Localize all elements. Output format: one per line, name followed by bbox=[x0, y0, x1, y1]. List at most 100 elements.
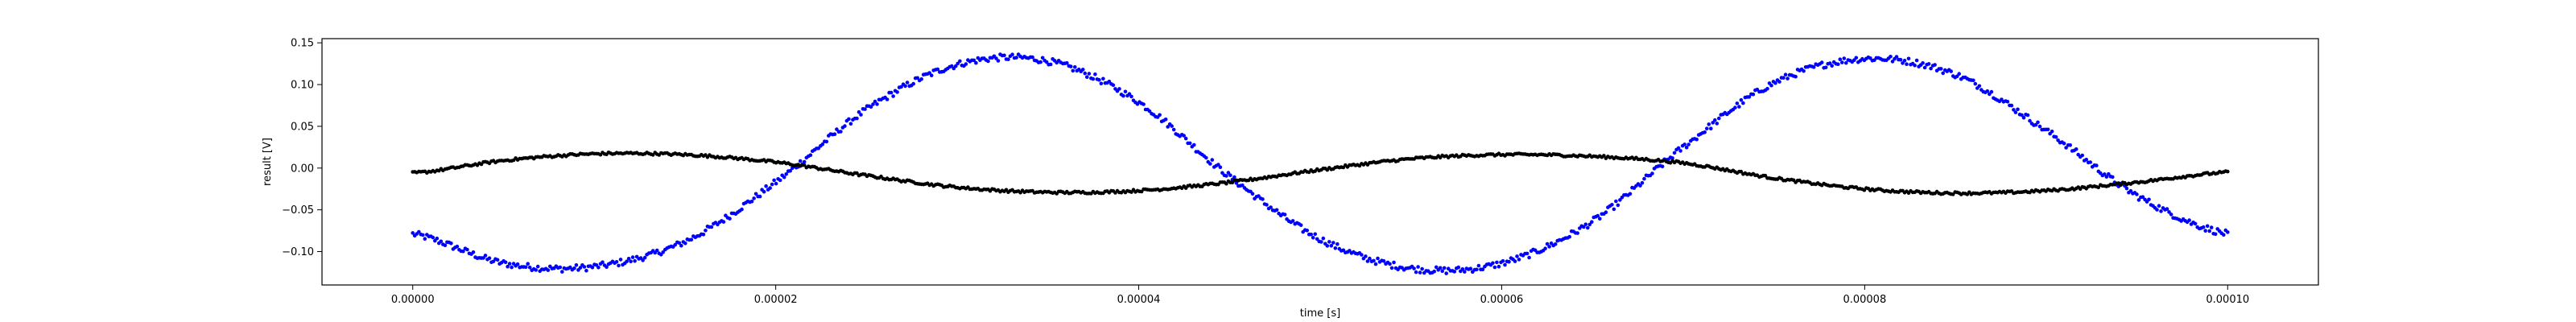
data-point bbox=[411, 231, 415, 235]
data-point bbox=[2033, 122, 2038, 127]
x-tick-label: 0.00006 bbox=[1480, 294, 1524, 306]
data-point bbox=[1069, 64, 1073, 68]
data-point bbox=[875, 102, 879, 106]
data-point bbox=[2088, 160, 2092, 164]
data-point bbox=[1232, 175, 1236, 180]
data-point bbox=[1612, 207, 1616, 212]
data-point bbox=[1171, 127, 1176, 132]
data-point bbox=[1261, 197, 1265, 201]
data-point bbox=[1234, 181, 1239, 185]
data-point bbox=[2155, 208, 2159, 212]
data-point bbox=[1640, 180, 1645, 185]
data-point bbox=[1751, 92, 1756, 97]
data-point bbox=[558, 265, 563, 270]
data-point bbox=[847, 117, 851, 122]
data-point bbox=[1099, 81, 1104, 86]
data-point bbox=[2165, 207, 2169, 211]
data-point bbox=[1071, 68, 1075, 73]
data-point bbox=[1083, 71, 1088, 76]
data-point bbox=[461, 249, 465, 254]
data-point bbox=[2193, 221, 2198, 226]
data-point bbox=[1733, 105, 1737, 109]
data-point bbox=[487, 256, 492, 261]
data-point bbox=[1228, 173, 1232, 177]
data-point bbox=[1949, 69, 1953, 73]
data-point bbox=[2025, 113, 2030, 118]
data-point bbox=[1418, 270, 1422, 275]
data-point bbox=[1475, 267, 1479, 272]
data-point bbox=[633, 258, 637, 263]
data-point bbox=[768, 186, 772, 190]
data-point bbox=[1216, 163, 1220, 167]
data-point bbox=[1440, 269, 1444, 274]
series-2-markers bbox=[411, 151, 2230, 196]
data-point bbox=[1204, 155, 1208, 160]
data-point bbox=[1187, 141, 1192, 146]
data-point bbox=[1389, 266, 1394, 270]
data-point bbox=[1040, 56, 1045, 60]
data-point bbox=[1147, 109, 1152, 114]
y-axis-ticks: −0.10 −0.05 0.00 0.05 0.10 0.15 bbox=[282, 38, 322, 258]
data-point bbox=[1827, 61, 1832, 65]
data-point bbox=[1905, 62, 1909, 66]
data-point bbox=[1604, 210, 1608, 215]
data-point bbox=[704, 229, 708, 233]
data-point bbox=[465, 247, 469, 252]
data-point bbox=[526, 262, 530, 266]
data-point bbox=[1711, 121, 1715, 125]
data-point bbox=[1376, 256, 1380, 261]
data-point bbox=[701, 233, 706, 237]
data-point bbox=[2135, 192, 2139, 196]
data-point bbox=[1844, 60, 1848, 65]
data-point bbox=[2012, 108, 2016, 112]
data-point bbox=[449, 242, 453, 246]
data-point bbox=[1717, 116, 1721, 121]
data-point bbox=[1672, 151, 1677, 155]
data-point bbox=[630, 255, 635, 259]
data-point bbox=[1476, 263, 1481, 268]
data-point bbox=[2140, 195, 2145, 199]
data-point bbox=[885, 97, 890, 101]
data-point bbox=[1388, 262, 1392, 266]
data-point bbox=[443, 243, 448, 248]
data-point bbox=[1515, 254, 1519, 258]
data-point bbox=[2028, 118, 2032, 123]
data-point bbox=[1618, 198, 1622, 202]
data-point bbox=[1319, 240, 1323, 244]
data-point bbox=[1414, 270, 1418, 275]
data-point bbox=[1432, 269, 1436, 274]
data-point bbox=[974, 60, 978, 65]
data-point bbox=[1097, 78, 1101, 82]
data-point bbox=[1444, 271, 1448, 275]
x-tick-label: 0.00008 bbox=[1843, 294, 1886, 306]
data-point bbox=[1501, 258, 1505, 263]
data-point bbox=[1274, 208, 1279, 213]
data-point bbox=[2213, 232, 2218, 237]
data-point bbox=[1182, 134, 1186, 138]
data-point bbox=[2037, 124, 2042, 129]
data-point bbox=[1777, 80, 1781, 84]
data-point bbox=[1442, 266, 1447, 270]
data-point bbox=[2046, 127, 2050, 132]
data-point bbox=[1265, 203, 1269, 207]
data-point bbox=[495, 258, 500, 262]
data-point bbox=[1218, 165, 1223, 169]
data-point bbox=[1208, 162, 1212, 166]
data-point bbox=[1741, 101, 1745, 105]
data-point bbox=[820, 142, 825, 147]
data-point bbox=[1290, 219, 1295, 223]
data-point bbox=[1101, 76, 1105, 81]
data-point bbox=[2020, 113, 2024, 118]
data-point bbox=[506, 264, 510, 269]
data-point bbox=[2201, 225, 2206, 229]
data-point bbox=[1044, 60, 1049, 64]
data-point bbox=[1682, 142, 1686, 147]
data-point bbox=[1819, 60, 1824, 64]
data-point bbox=[1085, 75, 1089, 79]
data-point bbox=[1014, 56, 1018, 60]
data-point bbox=[435, 236, 440, 241]
data-point bbox=[1030, 55, 1034, 60]
data-point bbox=[1226, 171, 1231, 175]
data-point bbox=[1957, 72, 1961, 76]
